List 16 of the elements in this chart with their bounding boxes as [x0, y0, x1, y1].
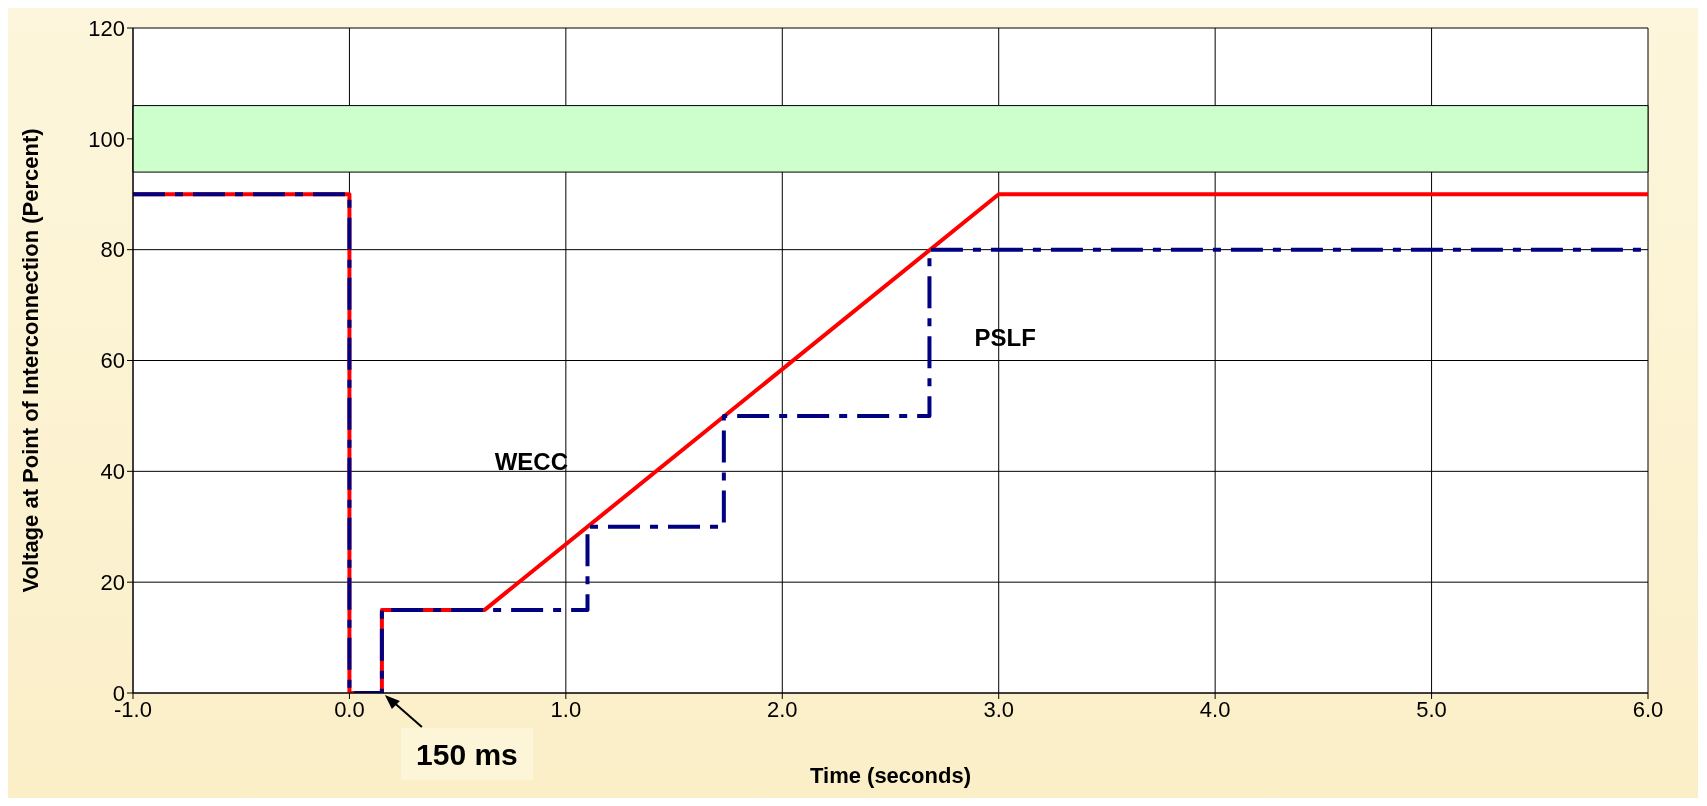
annotation: 150 ms: [416, 738, 518, 771]
x-tick-label: 1.0: [550, 696, 582, 722]
y-tick-label: 120: [88, 15, 125, 41]
x-tick-label: 6.0: [1632, 696, 1664, 722]
y-tick-label: 40: [100, 459, 125, 485]
y-tick-label: 20: [100, 569, 125, 595]
x-tick-label: 4.0: [1199, 696, 1231, 722]
x-tick-label: 5.0: [1416, 696, 1447, 722]
x-tick-label: 0.0: [334, 696, 365, 722]
y-tick-label: 80: [100, 237, 125, 263]
y-axis-title: Voltage at Point of Interconnection (Percent): [17, 128, 43, 593]
y-tick-label: 100: [88, 126, 125, 152]
x-axis-title: Time (seconds): [810, 763, 971, 788]
x-tick-label: 2.0: [766, 696, 798, 722]
y-tick-label: 60: [100, 348, 125, 374]
x-tick-label: 3.0: [983, 696, 1015, 722]
